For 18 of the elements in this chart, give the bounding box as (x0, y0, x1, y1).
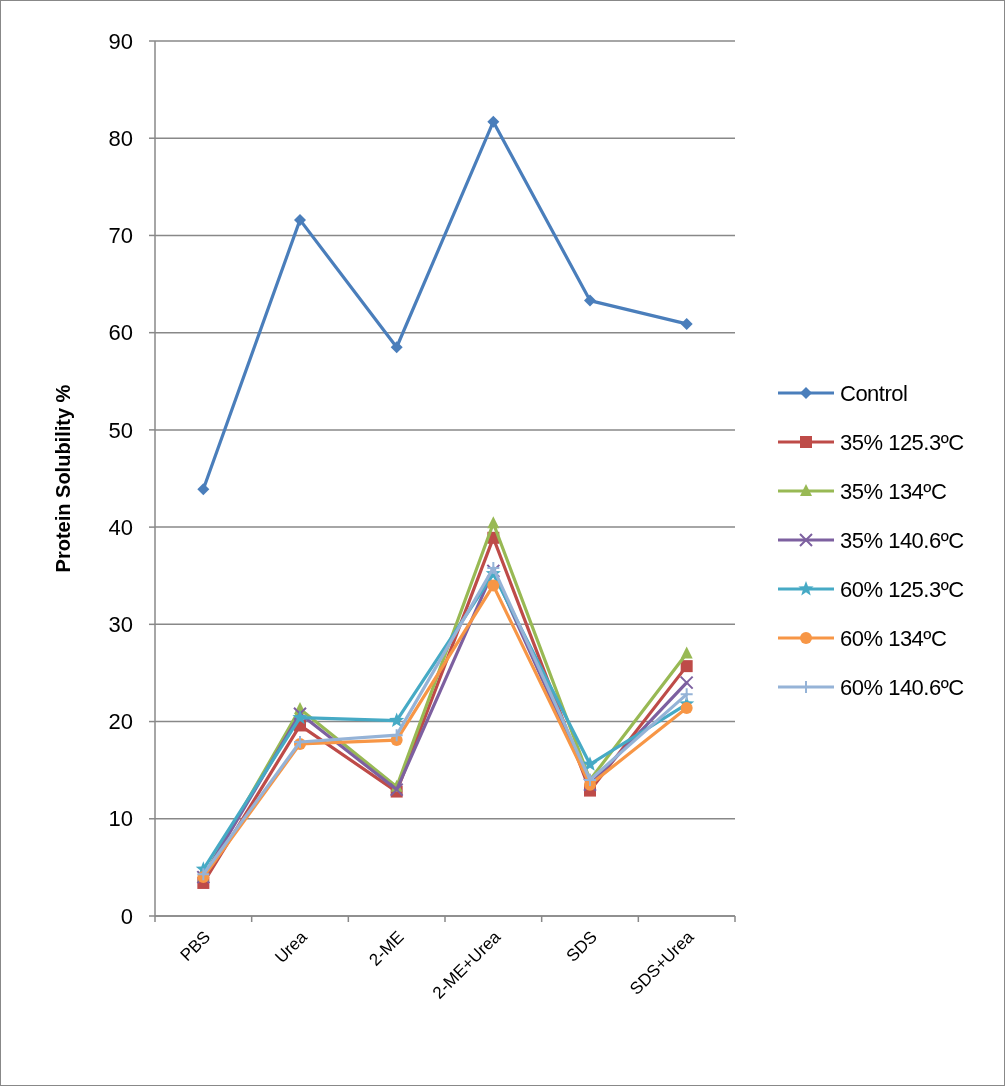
legend-label: 60% 140.6ºC (840, 674, 965, 700)
y-tick-label: 80 (108, 125, 133, 151)
legend-label: 60% 125.3ºC (840, 576, 965, 602)
y-tick-label: 70 (108, 223, 133, 249)
legend-label: 35% 125.3ºC (840, 429, 965, 455)
y-tick-label: 30 (108, 612, 133, 638)
y-tick-label: 90 (108, 28, 133, 54)
legend-label: 35% 134ºC (840, 478, 947, 504)
legend-label: Control (840, 380, 908, 406)
y-tick-label: 40 (108, 514, 133, 540)
legend-label: 60% 134ºC (840, 625, 947, 651)
y-axis-title: Protein Solubility % (52, 384, 74, 573)
legend-label: 35% 140.6ºC (840, 527, 965, 553)
y-tick-label: 0 (120, 903, 133, 929)
y-tick-label: 10 (108, 806, 133, 832)
y-tick-label: 50 (108, 417, 133, 443)
y-tick-label: 20 (108, 709, 133, 735)
y-tick-label: 60 (108, 320, 133, 346)
